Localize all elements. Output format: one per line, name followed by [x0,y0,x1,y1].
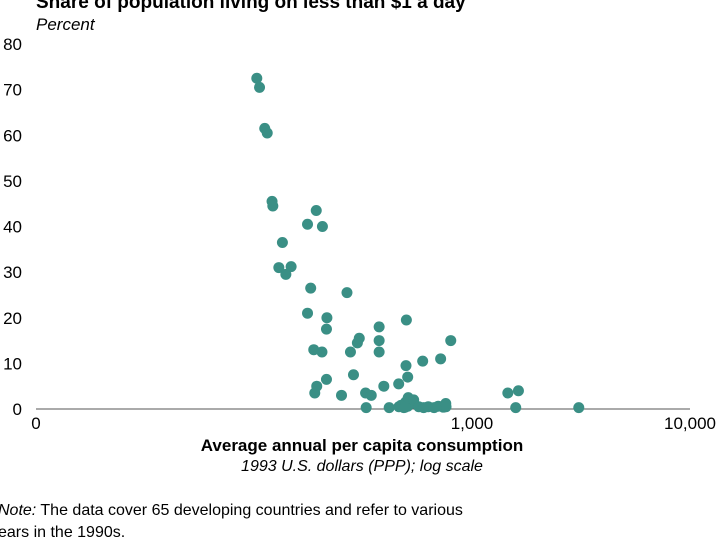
note-text: The data cover 65 developing countries a… [36,502,463,519]
x-axis-label: Average annual per capita consumption [201,436,523,455]
data-point [341,287,353,299]
y-tick-label: 30 [3,263,22,282]
data-point [399,401,411,413]
data-point [440,398,452,410]
data-point [316,346,328,358]
data-point [320,373,332,385]
y-tick-label: 0 [13,400,22,419]
data-point [373,346,385,358]
data-point [365,389,377,401]
data-point [316,221,328,232]
data-point [302,307,314,319]
data-point [383,402,395,414]
chart-title: Share of population living on less than … [36,0,466,13]
x-axis-sublabel: 1993 U.S. dollars (PPP); log scale [241,458,483,475]
note-line-1: Note: The data cover 65 developing count… [0,502,463,519]
data-point [309,387,321,399]
data-point [373,335,385,347]
data-point [373,321,385,333]
data-point [573,402,585,414]
data-points [251,72,585,414]
data-point [336,389,348,401]
y-tick-label: 20 [3,309,22,328]
data-point [417,355,429,367]
data-point [302,218,314,230]
data-point [510,402,522,414]
data-point [353,332,365,344]
data-point [378,380,390,392]
data-point [347,369,359,381]
data-point [261,127,273,139]
data-point [276,236,288,248]
data-point [360,402,372,414]
x-tick-label: 1,000 [451,414,494,433]
data-point [305,282,317,294]
y-tick-label: 60 [3,126,22,145]
y-axis-label: Percent [36,15,96,34]
y-tick-label: 80 [3,35,22,54]
data-point [393,378,405,390]
y-tick-label: 70 [3,81,22,100]
x-axis-ticks: 0 1,000 10,000 [31,414,716,433]
data-point [267,200,279,212]
data-point [251,72,263,84]
data-point [402,371,414,383]
data-point [285,261,297,273]
data-point [435,353,447,365]
x-tick-label: 10,000 [664,414,716,433]
data-point [512,385,524,397]
y-tick-label: 50 [3,172,22,191]
y-tick-label: 10 [3,354,22,373]
y-tick-label: 40 [3,218,22,237]
data-point [321,312,333,324]
data-point [502,387,514,399]
data-point [320,323,332,335]
data-point [280,268,292,280]
data-point [310,205,322,217]
note-label: Note: [0,502,36,519]
data-point [344,346,356,358]
data-point [445,335,457,347]
data-point [400,314,412,326]
data-point [254,81,266,93]
y-axis-ticks: 0 10 20 30 40 50 60 70 80 [3,35,22,419]
note-line-2: ears in the 1990s. [0,524,125,540]
data-point [273,262,285,274]
data-point [400,360,412,372]
x-tick-label: 0 [31,414,40,433]
